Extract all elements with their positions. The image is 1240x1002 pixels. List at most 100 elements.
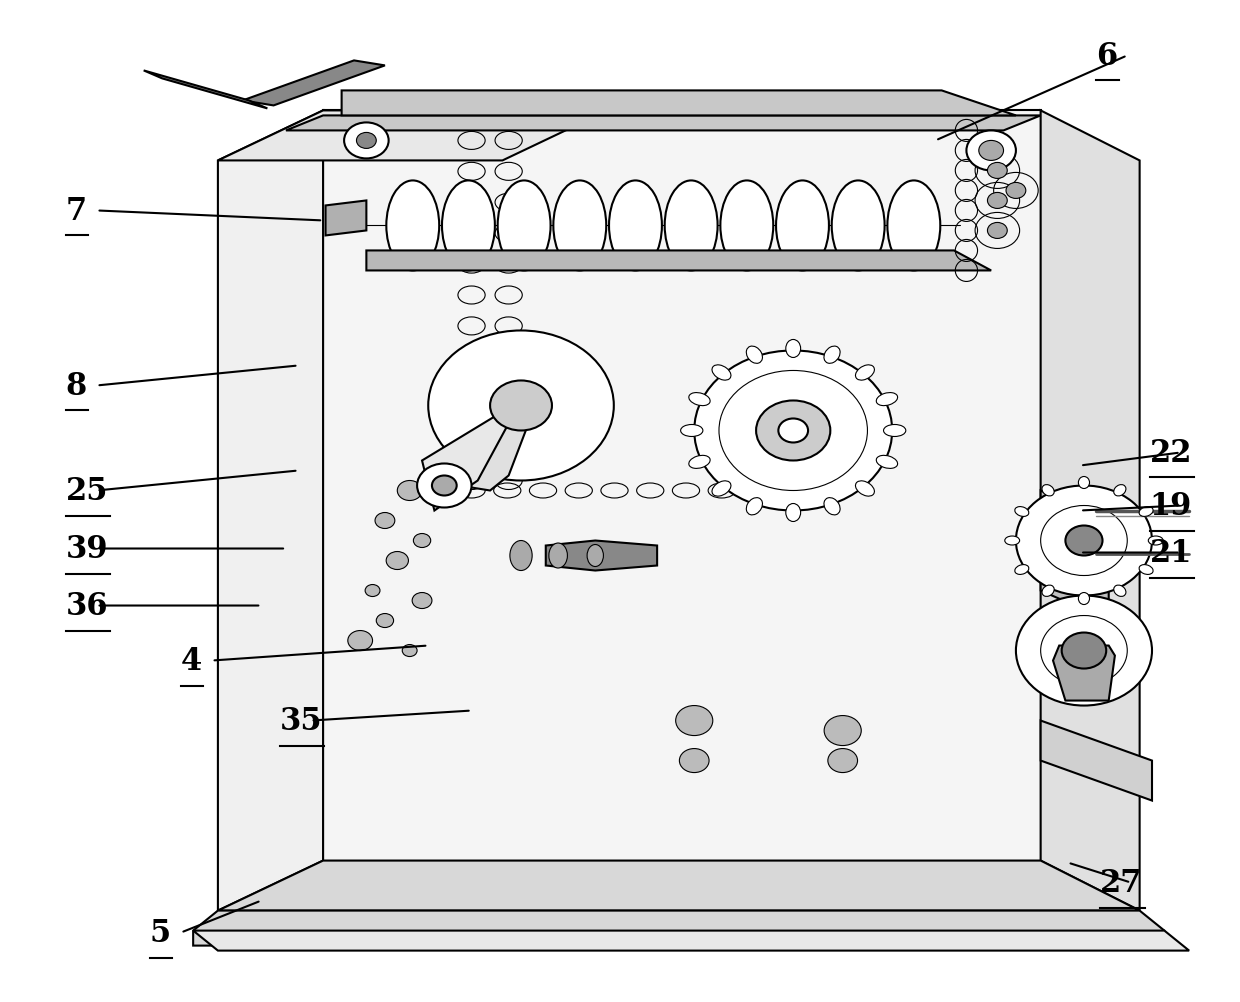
Polygon shape	[1053, 646, 1115, 700]
Ellipse shape	[1079, 477, 1090, 489]
Polygon shape	[218, 111, 324, 911]
Ellipse shape	[884, 425, 905, 437]
Ellipse shape	[746, 347, 763, 364]
Ellipse shape	[587, 545, 604, 567]
Circle shape	[365, 585, 379, 597]
Circle shape	[428, 331, 614, 481]
Polygon shape	[1040, 111, 1140, 911]
Polygon shape	[342, 91, 1016, 116]
Polygon shape	[218, 861, 1140, 911]
Ellipse shape	[786, 504, 801, 522]
Circle shape	[828, 748, 858, 773]
Ellipse shape	[1140, 565, 1153, 575]
Ellipse shape	[1114, 585, 1126, 597]
Polygon shape	[243, 61, 384, 106]
Ellipse shape	[681, 425, 703, 437]
Ellipse shape	[510, 541, 532, 571]
Circle shape	[1065, 526, 1102, 556]
Text: 5: 5	[150, 917, 171, 948]
Polygon shape	[286, 116, 1040, 131]
Text: 36: 36	[66, 590, 108, 621]
Circle shape	[987, 193, 1007, 209]
Ellipse shape	[823, 498, 841, 515]
Circle shape	[966, 131, 1016, 171]
Ellipse shape	[776, 181, 828, 272]
Ellipse shape	[888, 181, 940, 272]
Ellipse shape	[1014, 565, 1029, 575]
Ellipse shape	[877, 456, 898, 469]
Circle shape	[356, 133, 376, 149]
Circle shape	[343, 123, 388, 159]
Ellipse shape	[497, 181, 551, 272]
Circle shape	[386, 552, 408, 570]
Polygon shape	[144, 71, 268, 109]
Polygon shape	[193, 911, 1164, 946]
Circle shape	[779, 419, 808, 443]
Circle shape	[412, 593, 432, 609]
Circle shape	[987, 163, 1007, 179]
Polygon shape	[459, 406, 533, 491]
Ellipse shape	[856, 481, 874, 497]
Circle shape	[1016, 486, 1152, 596]
Circle shape	[432, 476, 456, 496]
Circle shape	[402, 645, 417, 657]
Circle shape	[376, 614, 393, 628]
Ellipse shape	[877, 393, 898, 406]
Text: 39: 39	[66, 533, 108, 564]
Text: 35: 35	[280, 705, 322, 736]
Ellipse shape	[387, 181, 439, 272]
Circle shape	[694, 351, 893, 511]
Ellipse shape	[441, 181, 495, 272]
Ellipse shape	[1042, 485, 1054, 496]
Polygon shape	[218, 111, 608, 161]
Text: 27: 27	[1100, 867, 1142, 898]
Polygon shape	[546, 541, 657, 571]
Circle shape	[1006, 183, 1025, 199]
Text: 25: 25	[66, 476, 108, 506]
Ellipse shape	[823, 347, 841, 364]
Ellipse shape	[688, 393, 711, 406]
Polygon shape	[324, 111, 1040, 861]
Text: 21: 21	[1149, 537, 1192, 568]
Text: 22: 22	[1149, 438, 1192, 469]
Text: 6: 6	[1096, 41, 1117, 72]
Text: 7: 7	[66, 195, 87, 226]
Polygon shape	[1040, 491, 1109, 621]
Ellipse shape	[688, 456, 711, 469]
Ellipse shape	[1014, 507, 1029, 517]
Ellipse shape	[665, 181, 718, 272]
Ellipse shape	[712, 366, 730, 381]
Polygon shape	[326, 201, 366, 236]
Text: 8: 8	[66, 371, 87, 402]
Ellipse shape	[1148, 536, 1163, 545]
Ellipse shape	[1079, 593, 1090, 605]
Text: 4: 4	[181, 645, 202, 676]
Ellipse shape	[832, 181, 884, 272]
Circle shape	[978, 141, 1003, 161]
Ellipse shape	[1140, 507, 1153, 517]
Ellipse shape	[720, 181, 774, 272]
Circle shape	[347, 631, 372, 651]
Circle shape	[374, 513, 394, 529]
Text: 19: 19	[1149, 491, 1192, 521]
Ellipse shape	[712, 481, 730, 497]
Circle shape	[397, 481, 422, 501]
Circle shape	[825, 715, 862, 745]
Circle shape	[417, 464, 471, 508]
Circle shape	[756, 401, 831, 461]
Circle shape	[676, 705, 713, 735]
Ellipse shape	[549, 543, 568, 568]
Circle shape	[987, 223, 1007, 239]
Circle shape	[413, 534, 430, 548]
Ellipse shape	[1042, 585, 1054, 597]
Ellipse shape	[553, 181, 606, 272]
Ellipse shape	[1004, 536, 1019, 545]
Circle shape	[1061, 633, 1106, 669]
Circle shape	[490, 381, 552, 431]
Circle shape	[1016, 596, 1152, 705]
Ellipse shape	[856, 366, 874, 381]
Circle shape	[680, 748, 709, 773]
Polygon shape	[422, 401, 521, 511]
Ellipse shape	[786, 340, 801, 358]
Ellipse shape	[609, 181, 662, 272]
